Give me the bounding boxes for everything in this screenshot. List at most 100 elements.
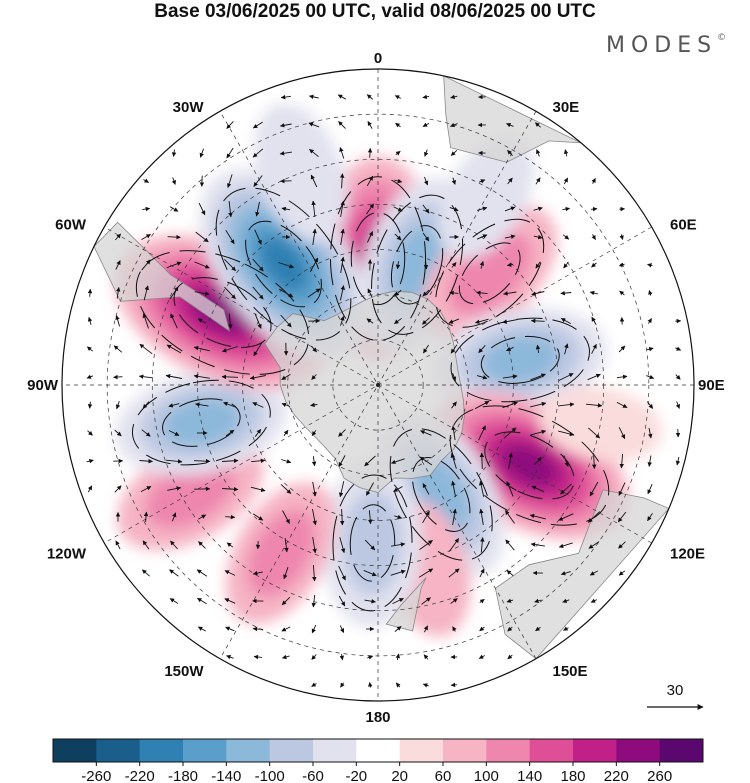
wind-vector (252, 258, 264, 272)
wind-vector (503, 291, 517, 296)
streamline-ring (245, 220, 322, 308)
longitude-labels: 0 30E 60E 90E 120E 150E 180 150W 120W 90W 60W 30W (27, 50, 725, 726)
map-border (61, 68, 695, 702)
wind-vector (139, 458, 153, 464)
wind-vector (312, 509, 317, 526)
wind-vector (311, 624, 317, 634)
wind-vector (168, 403, 180, 408)
wind-vector (340, 256, 345, 273)
wind-vector (280, 94, 291, 100)
streamline-ring (449, 405, 610, 526)
wind-vector (283, 429, 289, 437)
wind-vector (450, 122, 458, 127)
map-title: Base 03/06/2025 00 UTC, valid 08/06/2025… (154, 1, 596, 22)
wind-vector (503, 427, 517, 439)
wind-vector (533, 234, 543, 240)
wind-vector (535, 177, 541, 185)
wind-vector (222, 486, 239, 492)
wind-vector (394, 317, 402, 325)
colorbar-swatch (183, 739, 227, 762)
anomaly-cell (145, 458, 236, 529)
longitude-label: 90W (27, 377, 59, 394)
wind-vector (586, 403, 603, 408)
wind-vector (675, 401, 680, 409)
wind-vector (421, 597, 431, 605)
wind-vector (587, 427, 601, 439)
wind-vector (450, 682, 457, 688)
wind-vector (226, 655, 234, 660)
wind-vector (337, 94, 347, 100)
wind-vector (423, 344, 429, 354)
wind-vector (474, 318, 489, 324)
wind-vector (253, 175, 263, 187)
streamline-ring (349, 504, 396, 582)
wind-vector (504, 234, 516, 239)
wind-vector (560, 318, 571, 324)
wind-vector (367, 121, 373, 129)
longitude-label: 90E (698, 377, 725, 394)
wind-vector (591, 453, 597, 470)
colorbar-tick-label: -180 (168, 768, 198, 783)
wind-vector (535, 344, 541, 353)
wind-vector (197, 626, 206, 632)
wind-vector (368, 682, 373, 688)
wind-vector (252, 286, 264, 300)
wind-vector (115, 540, 121, 550)
wind-vector (450, 94, 458, 100)
wind-vector (224, 570, 236, 576)
wind-vector (226, 542, 234, 548)
streamline-ring (135, 250, 310, 375)
wind-vector (115, 315, 121, 327)
wind-vector (619, 234, 624, 241)
wind-vector (339, 625, 345, 634)
wind-vector (589, 481, 599, 497)
wind-vector (225, 229, 235, 245)
wind-vector (618, 541, 626, 549)
wind-vector (254, 313, 262, 329)
wind-vector (113, 345, 123, 353)
streamline-ring (450, 317, 590, 403)
wind-vector (557, 402, 575, 407)
wind-vector (138, 374, 153, 379)
wind-vector (563, 261, 569, 269)
wind-vector (249, 375, 266, 380)
wind-vector (169, 569, 179, 577)
colorbar-tick-label: 180 (560, 768, 585, 783)
wind-vector (338, 595, 346, 607)
wind-vector (307, 288, 321, 298)
wind-vector (616, 401, 628, 409)
map-disc (62, 69, 694, 701)
wind-vector (563, 626, 569, 631)
wind-vector (339, 654, 345, 661)
south-pole-mark (376, 383, 380, 387)
wind-vector (252, 513, 264, 521)
wind-vector (224, 598, 236, 604)
wind-vector (165, 459, 183, 464)
wind-vector (450, 598, 458, 604)
wind-vector (310, 174, 318, 188)
wind-vector (530, 401, 547, 408)
wind-vector (194, 261, 210, 269)
wind-vector (450, 344, 458, 354)
wind-vector (530, 542, 545, 547)
wind-vector (367, 288, 373, 298)
colorbar-swatch (313, 739, 357, 762)
wind-vector (479, 508, 484, 525)
wind-vector (113, 374, 123, 380)
colorbar-swatch (529, 739, 574, 762)
wind-vector (366, 482, 374, 496)
wind-vector (279, 123, 292, 128)
wind-vector (390, 458, 405, 465)
wind-vector (143, 178, 149, 183)
wind-vector (530, 373, 546, 381)
wind-vector (115, 401, 121, 410)
wind-vector (587, 511, 601, 523)
wind-vector (114, 485, 122, 493)
wind-vector (423, 176, 429, 186)
wind-vector (366, 318, 374, 324)
wind-vector (193, 458, 211, 464)
wind-vector (221, 346, 238, 353)
streamline-ring (435, 218, 545, 328)
wind-vector (282, 510, 290, 524)
wind-vector (312, 537, 317, 554)
